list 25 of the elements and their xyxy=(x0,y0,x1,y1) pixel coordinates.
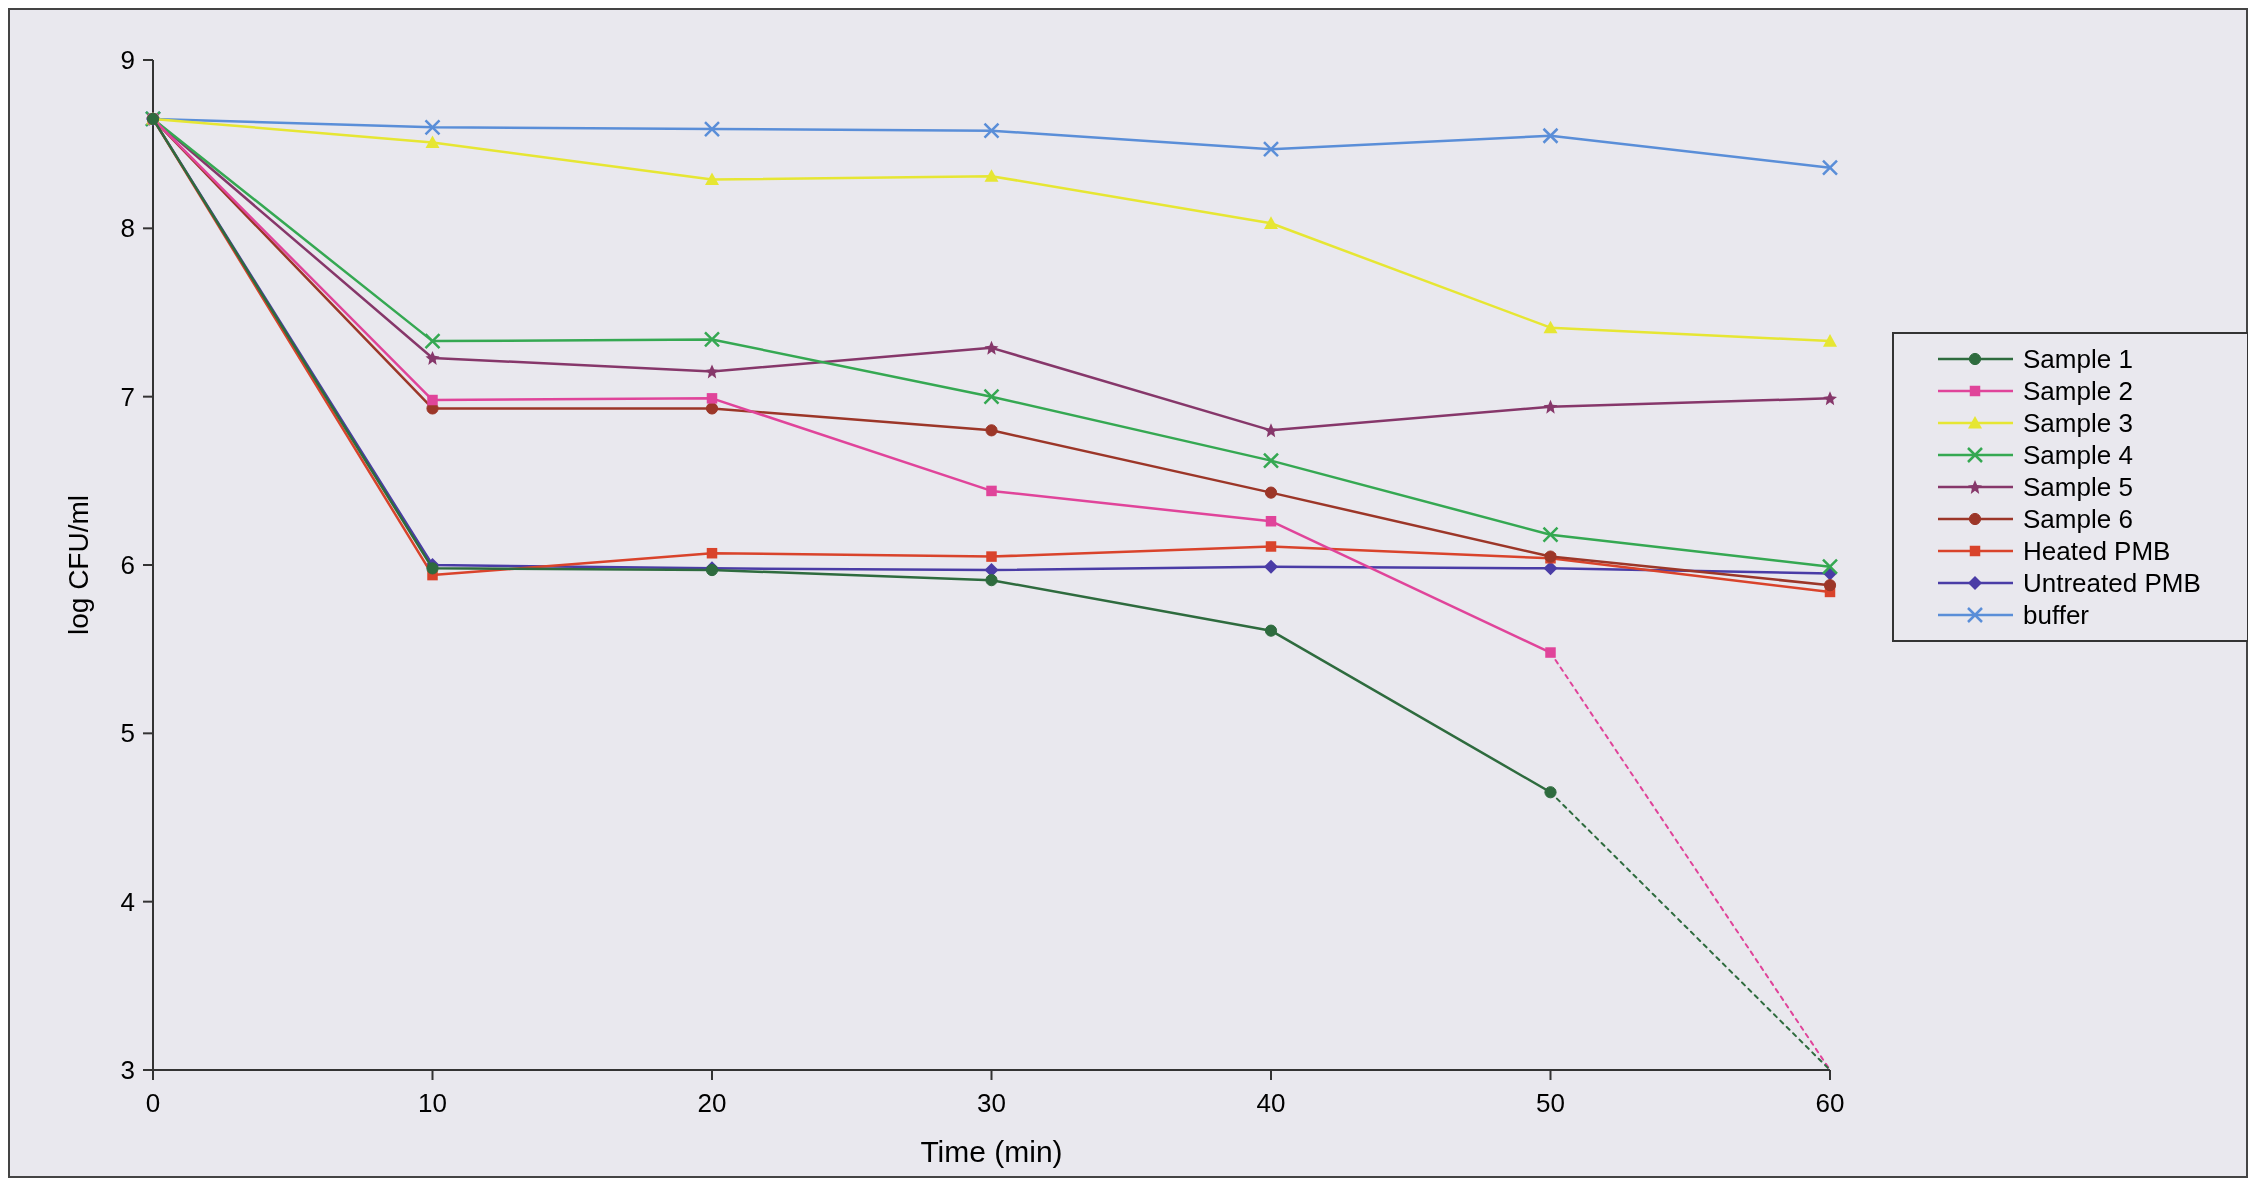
legend-label: Untreated PMB xyxy=(2023,568,2201,599)
y-tick-label: 9 xyxy=(120,45,135,76)
x-tick-label: 50 xyxy=(1536,1088,1565,1118)
y-axis-title: log CFU/ml xyxy=(63,494,94,636)
legend-label: Heated PMB xyxy=(2023,536,2171,567)
legend-label: Sample 3 xyxy=(2023,408,2133,439)
legend-label: Sample 4 xyxy=(2023,440,2133,471)
x-tick-label: 40 xyxy=(1256,1088,1286,1118)
y-tick-label: 7 xyxy=(120,381,135,412)
y-tick-label: 4 xyxy=(120,886,135,917)
y-tick-label: 6 xyxy=(120,550,135,581)
legend-label: Sample 1 xyxy=(2023,344,2133,375)
x-tick-label: 0 xyxy=(145,1088,161,1118)
legend-label: buffer xyxy=(2023,600,2090,631)
x-tick-label: 10 xyxy=(418,1088,447,1118)
legend-label: Sample 5 xyxy=(2023,472,2133,503)
x-tick-label: 30 xyxy=(977,1088,1006,1118)
y-tick-label: 8 xyxy=(120,213,135,244)
x-tick-label: 60 xyxy=(1815,1088,1845,1118)
legend-label: Sample 6 xyxy=(2023,504,2133,535)
y-tick-label: 5 xyxy=(120,718,135,749)
legend-label: Sample 2 xyxy=(2023,376,2133,407)
x-tick-label: 20 xyxy=(697,1088,727,1118)
y-tick-label: 3 xyxy=(120,1055,135,1086)
x-axis-title: Time (min) xyxy=(920,1135,1063,1168)
